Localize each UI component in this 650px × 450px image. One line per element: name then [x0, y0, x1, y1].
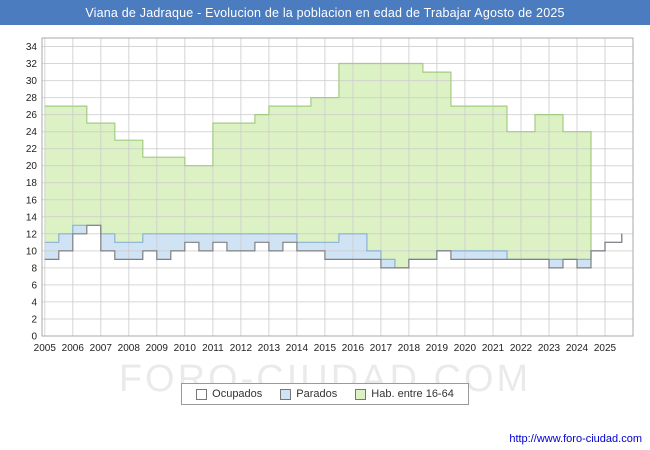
- x-tick-label: 2011: [202, 343, 224, 354]
- legend-label: Hab. entre 16-64: [371, 388, 454, 400]
- y-tick-label: 0: [31, 332, 37, 343]
- legend-swatch: [196, 388, 208, 400]
- x-tick-label: 2009: [146, 343, 169, 354]
- y-tick-label: 4: [31, 297, 37, 308]
- y-tick-label: 30: [26, 76, 38, 87]
- y-tick-label: 16: [26, 195, 38, 206]
- chart-title-bar: Viana de Jadraque - Evolucion de la pobl…: [0, 0, 650, 25]
- y-tick-label: 14: [26, 212, 38, 223]
- x-tick-label: 2020: [454, 343, 477, 354]
- y-tick-label: 32: [26, 59, 38, 70]
- legend-box: Ocupados Parados Hab. entre 16-64: [181, 383, 469, 405]
- y-tick-label: 34: [26, 42, 38, 53]
- x-tick-label: 2010: [174, 343, 197, 354]
- source-url[interactable]: http://www.foro-ciudad.com: [509, 433, 642, 445]
- x-tick-label: 2022: [510, 343, 533, 354]
- area-ocupados: [44, 225, 622, 336]
- y-tick-label: 2: [31, 315, 37, 326]
- chart-title: Viana de Jadraque - Evolucion de la pobl…: [85, 5, 565, 20]
- x-tick-label: 2017: [370, 343, 393, 354]
- area-parados: [44, 225, 622, 268]
- x-tick-label: 2019: [426, 343, 449, 354]
- legend-swatch: [280, 388, 292, 400]
- y-tick-label: 12: [26, 229, 38, 240]
- legend-item-hab-entre-16-64: Hab. entre 16-64: [355, 388, 454, 400]
- legend-label: Parados: [296, 388, 338, 400]
- x-tick-label: 2018: [398, 343, 421, 354]
- line-ocupados: [44, 224, 623, 269]
- x-tick-label: 2008: [118, 343, 141, 354]
- x-tick-label: 2014: [286, 343, 309, 354]
- x-tick-label: 2012: [230, 343, 253, 354]
- x-tick-label: 2025: [594, 343, 617, 354]
- y-tick-label: 6: [31, 280, 37, 291]
- x-tick-label: 2024: [566, 343, 589, 354]
- legend-item-ocupados: Ocupados: [196, 388, 262, 400]
- x-tick-label: 2005: [34, 343, 57, 354]
- x-tick-label: 2016: [342, 343, 365, 354]
- x-tick-label: 2007: [90, 343, 113, 354]
- y-tick-label: 18: [26, 178, 38, 189]
- y-tick-label: 20: [26, 161, 38, 172]
- legend-label: Ocupados: [212, 388, 263, 400]
- x-tick-label: 2021: [482, 343, 505, 354]
- plot-border: [41, 37, 634, 337]
- x-tick-label: 2006: [62, 343, 85, 354]
- x-tick-label: 2023: [538, 343, 561, 354]
- y-tick-label: 28: [26, 93, 38, 104]
- y-tick-label: 10: [26, 246, 38, 257]
- y-tick-label: 8: [31, 263, 37, 274]
- line-hab-16-64: [44, 62, 592, 251]
- legend: Ocupados Parados Hab. entre 16-64: [0, 383, 650, 405]
- legend-item-parados: Parados: [280, 388, 337, 400]
- y-tick-label: 22: [26, 144, 38, 155]
- legend-swatch: [355, 388, 367, 400]
- y-tick-label: 26: [26, 110, 38, 121]
- x-tick-label: 2015: [314, 343, 337, 354]
- y-tick-label: 24: [26, 127, 38, 138]
- x-tick-label: 2013: [258, 343, 281, 354]
